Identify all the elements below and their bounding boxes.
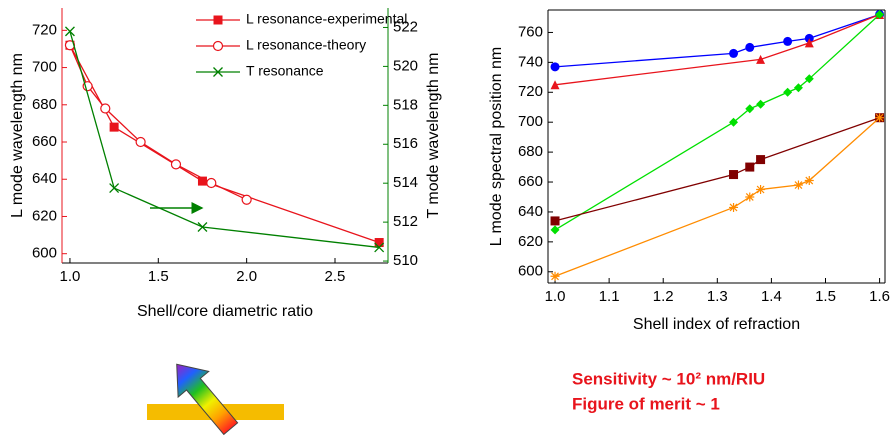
light-arrow — [161, 351, 246, 441]
marker — [110, 123, 119, 132]
y-tick-label: 620 — [32, 207, 57, 224]
marker — [805, 176, 814, 185]
x-tick-label: 1.6 — [869, 288, 890, 305]
marker — [551, 62, 560, 71]
y-tick-label: 600 — [518, 263, 543, 280]
y2-tick-label: 514 — [393, 174, 418, 191]
legend-label: T resonance — [246, 63, 324, 79]
series-line — [70, 45, 247, 199]
y2-axis-title: T mode wavelength nm — [425, 52, 442, 218]
marker — [551, 272, 560, 281]
marker — [65, 27, 74, 36]
marker — [794, 181, 803, 190]
marker — [101, 104, 110, 113]
x-tick-label: 1.2 — [653, 288, 674, 305]
x-tick-label: 2.0 — [236, 268, 257, 285]
marker — [745, 192, 754, 201]
marker — [214, 16, 223, 25]
x-tick-label: 2.5 — [325, 268, 346, 285]
marker — [875, 113, 884, 122]
figure: Sensitivity ~ 10² nm/RIU Figure of merit… — [0, 0, 894, 441]
y-tick-label: 740 — [518, 53, 543, 70]
y-axis-title: L mode wavelength nm — [9, 53, 26, 218]
series-line — [70, 31, 379, 247]
y-tick-label: 660 — [518, 173, 543, 190]
y2-tick-label: 518 — [393, 96, 418, 113]
marker — [551, 225, 560, 234]
x-tick-label: 1.1 — [599, 288, 620, 305]
marker — [783, 37, 792, 46]
y-tick-label: 600 — [32, 245, 57, 262]
y-tick-label: 640 — [518, 203, 543, 220]
series-line — [555, 14, 880, 229]
x-tick-label: 1.5 — [148, 268, 169, 285]
marker — [745, 163, 754, 172]
y-tick-label: 700 — [518, 113, 543, 130]
y2-tick-label: 516 — [393, 135, 418, 152]
x-tick-label: 1.0 — [545, 288, 566, 305]
series-line — [555, 118, 880, 221]
marker — [110, 184, 119, 193]
y-tick-label: 760 — [518, 23, 543, 40]
marker — [756, 100, 765, 109]
y-tick-label: 680 — [32, 96, 57, 113]
marker — [375, 238, 384, 247]
marker — [729, 203, 738, 212]
marker — [214, 42, 223, 51]
legend-label: L resonance-experimental — [246, 11, 407, 27]
y-tick-label: 680 — [518, 143, 543, 160]
x-axis-title: Shell index of refraction — [633, 316, 800, 333]
y2-tick-label: 510 — [393, 252, 418, 269]
x-tick-label: 1.4 — [761, 288, 782, 305]
series-line — [555, 14, 880, 84]
y-tick-label: 640 — [32, 170, 57, 187]
y2-tick-label: 512 — [393, 213, 418, 230]
marker — [171, 160, 180, 169]
marker — [729, 49, 738, 58]
note: Figure of merit ~ 1 — [572, 394, 720, 413]
x-tick-label: 1.5 — [815, 288, 836, 305]
marker — [207, 178, 216, 187]
marker — [783, 88, 792, 97]
x-axis-title: Shell/core diametric ratio — [137, 303, 313, 320]
marker — [756, 185, 765, 194]
series-line — [555, 118, 880, 277]
y-tick-label: 620 — [518, 233, 543, 250]
y-tick-label: 720 — [32, 21, 57, 38]
marker — [136, 138, 145, 147]
marker — [551, 216, 560, 225]
y-tick-label: 700 — [32, 59, 57, 76]
marker — [745, 43, 754, 52]
x-tick-label: 1.0 — [60, 268, 81, 285]
marker — [729, 170, 738, 179]
series-line — [70, 45, 379, 242]
marker — [756, 155, 765, 164]
page: {"chart_data": [ {"type": "line", "xlabe… — [0, 0, 894, 441]
x-tick-label: 1.3 — [707, 288, 728, 305]
marker — [242, 195, 251, 204]
y-tick-label: 720 — [518, 83, 543, 100]
y-tick-label: 660 — [32, 133, 57, 150]
y-axis-title: L mode spectral position nm — [488, 47, 505, 247]
y2-tick-label: 520 — [393, 57, 418, 74]
legend-label: L resonance-theory — [246, 37, 366, 53]
note: Sensitivity ~ 10² nm/RIU — [572, 369, 765, 388]
